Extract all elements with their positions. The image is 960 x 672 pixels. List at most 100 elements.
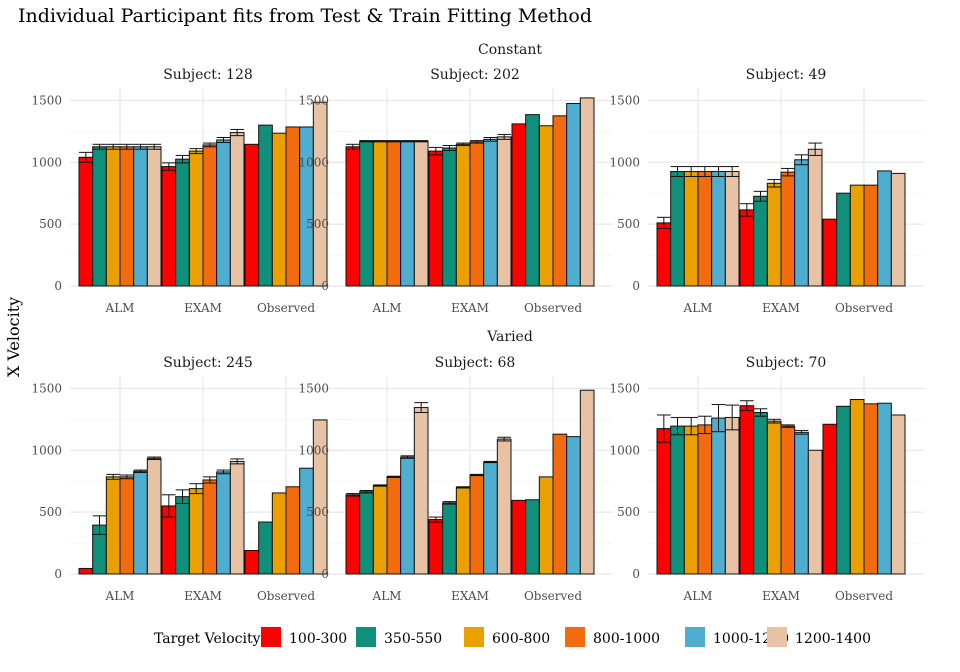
legend-label-100-300: 100-300 [289, 631, 347, 647]
legend-swatch-600-800 [464, 627, 484, 647]
x-tick-label: ALM [372, 589, 402, 603]
bar-alm-100-300 [656, 428, 672, 575]
bar-observed-100-300 [511, 123, 527, 287]
y-tick-label: 0 [321, 279, 329, 293]
x-tick-label: Observed [524, 589, 582, 603]
y-tick-label: 0 [632, 279, 640, 293]
bar-exam-1200-1400 [807, 148, 823, 287]
bar-exam-100-300 [428, 519, 444, 575]
bar-exam-800-1000 [469, 474, 485, 575]
y-tick-label: 1000 [609, 443, 640, 457]
bar-observed-1000-1200 [877, 170, 892, 287]
bar-exam-600-800 [455, 143, 471, 287]
bar-alm-800-1000 [119, 146, 135, 287]
bar-alm-350-550 [359, 491, 374, 575]
bar-observed-1000-1200 [566, 436, 581, 575]
facet-label-subject-202: Subject: 202 [430, 67, 520, 83]
bar-observed-1200-1400 [579, 389, 595, 575]
bar-alm-1200-1400 [413, 407, 429, 575]
legend-swatch-1000-1200 [685, 627, 705, 647]
bar-observed-350-550 [258, 521, 273, 575]
bar-alm-800-1000 [697, 171, 713, 287]
y-tick-label: 0 [632, 567, 640, 581]
bar-alm-1200-1400 [724, 171, 740, 287]
bar-observed-350-550 [525, 499, 540, 575]
bar-observed-100-300 [822, 218, 838, 287]
bar-exam-1000-1200 [216, 471, 231, 575]
bar-exam-800-1000 [202, 479, 218, 575]
bar-exam-1200-1400 [807, 449, 823, 575]
bar-exam-800-1000 [469, 141, 485, 287]
bar-observed-600-800 [849, 184, 865, 287]
bar-exam-1200-1400 [229, 460, 245, 575]
panel-subject-49: 0 500 1000 1500 Subject: 49 ALM EXAM Observed [609, 67, 924, 315]
bar-alm-600-800 [683, 425, 699, 575]
y-tick-label: 1500 [31, 93, 62, 107]
x-tick-label: EXAM [184, 589, 222, 603]
bar-observed-800-1000 [863, 184, 879, 287]
facet-label-subject-245: Subject: 245 [163, 355, 253, 371]
bar-exam-800-1000 [780, 425, 796, 575]
bar-observed-800-1000 [863, 403, 879, 575]
bar-alm-600-800 [372, 140, 388, 287]
bar-alm-1000-1200 [133, 146, 148, 287]
legend-swatch-350-550 [356, 627, 376, 647]
y-tick-label: 1000 [298, 155, 329, 169]
facet-panels: 0 500 1000 1500 Subject: 128 ALM EXAM Observed 0… [31, 67, 924, 603]
bar-exam-600-800 [455, 486, 471, 575]
bar-observed-100-300 [822, 423, 838, 575]
bar-alm-800-1000 [119, 476, 135, 575]
y-tick-label: 1500 [31, 381, 62, 395]
bar-observed-1200-1400 [312, 101, 328, 287]
legend-title: Target Velocity [154, 631, 261, 647]
bar-exam-800-1000 [202, 144, 218, 287]
legend-label-600-800: 600-800 [492, 631, 550, 647]
bar-observed-350-550 [836, 192, 851, 287]
bar-observed-1200-1400 [890, 172, 906, 287]
panel-subject-128: 0 500 1000 1500 Subject: 128 ALM EXAM Observed [31, 67, 346, 315]
bar-exam-800-1000 [780, 171, 796, 287]
bar-observed-800-1000 [552, 433, 568, 575]
bar-alm-100-300 [656, 222, 672, 287]
y-tick-label: 500 [306, 505, 329, 519]
bar-observed-1000-1200 [299, 467, 314, 575]
legend-label-800-1000: 800-1000 [593, 631, 660, 647]
bar-alm-100-300 [345, 146, 361, 287]
bar-exam-1000-1200 [483, 138, 498, 287]
y-tick-label: 1500 [609, 93, 640, 107]
y-tick-label: 500 [617, 217, 640, 231]
bar-alm-350-550 [670, 425, 685, 575]
bar-alm-350-550 [92, 146, 107, 287]
x-tick-label: ALM [683, 589, 713, 603]
bar-alm-350-550 [670, 171, 685, 287]
bar-exam-100-300 [428, 150, 444, 287]
bar-exam-600-800 [766, 420, 782, 575]
bar-alm-1000-1200 [400, 140, 415, 287]
x-tick-label: Observed [257, 301, 315, 315]
bar-observed-100-300 [511, 499, 527, 575]
bar-observed-350-550 [525, 114, 540, 287]
x-tick-label: ALM [372, 301, 402, 315]
bar-exam-350-550 [175, 496, 190, 575]
bar-observed-600-800 [271, 492, 287, 575]
bar-alm-100-300 [345, 494, 361, 575]
bar-exam-100-300 [161, 166, 177, 287]
bar-exam-600-800 [766, 182, 782, 287]
y-tick-label: 500 [39, 505, 62, 519]
x-tick-label: Observed [257, 589, 315, 603]
bar-alm-1200-1400 [146, 146, 162, 287]
y-tick-label: 0 [54, 567, 62, 581]
y-tick-label: 1000 [298, 443, 329, 457]
bar-observed-100-300 [244, 143, 260, 287]
bar-observed-350-550 [258, 124, 273, 287]
row-label-varied: Varied [486, 329, 533, 345]
chart-title: Individual Participant fits from Test & … [18, 5, 592, 27]
y-tick-label: 1500 [609, 381, 640, 395]
bar-observed-1000-1200 [566, 102, 581, 287]
facet-label-subject-128: Subject: 128 [163, 67, 253, 83]
bar-exam-1200-1400 [229, 132, 245, 287]
y-tick-label: 0 [321, 567, 329, 581]
facet-label-subject-68: Subject: 68 [435, 355, 516, 371]
bar-observed-600-800 [271, 132, 287, 287]
bar-observed-800-1000 [285, 126, 301, 287]
